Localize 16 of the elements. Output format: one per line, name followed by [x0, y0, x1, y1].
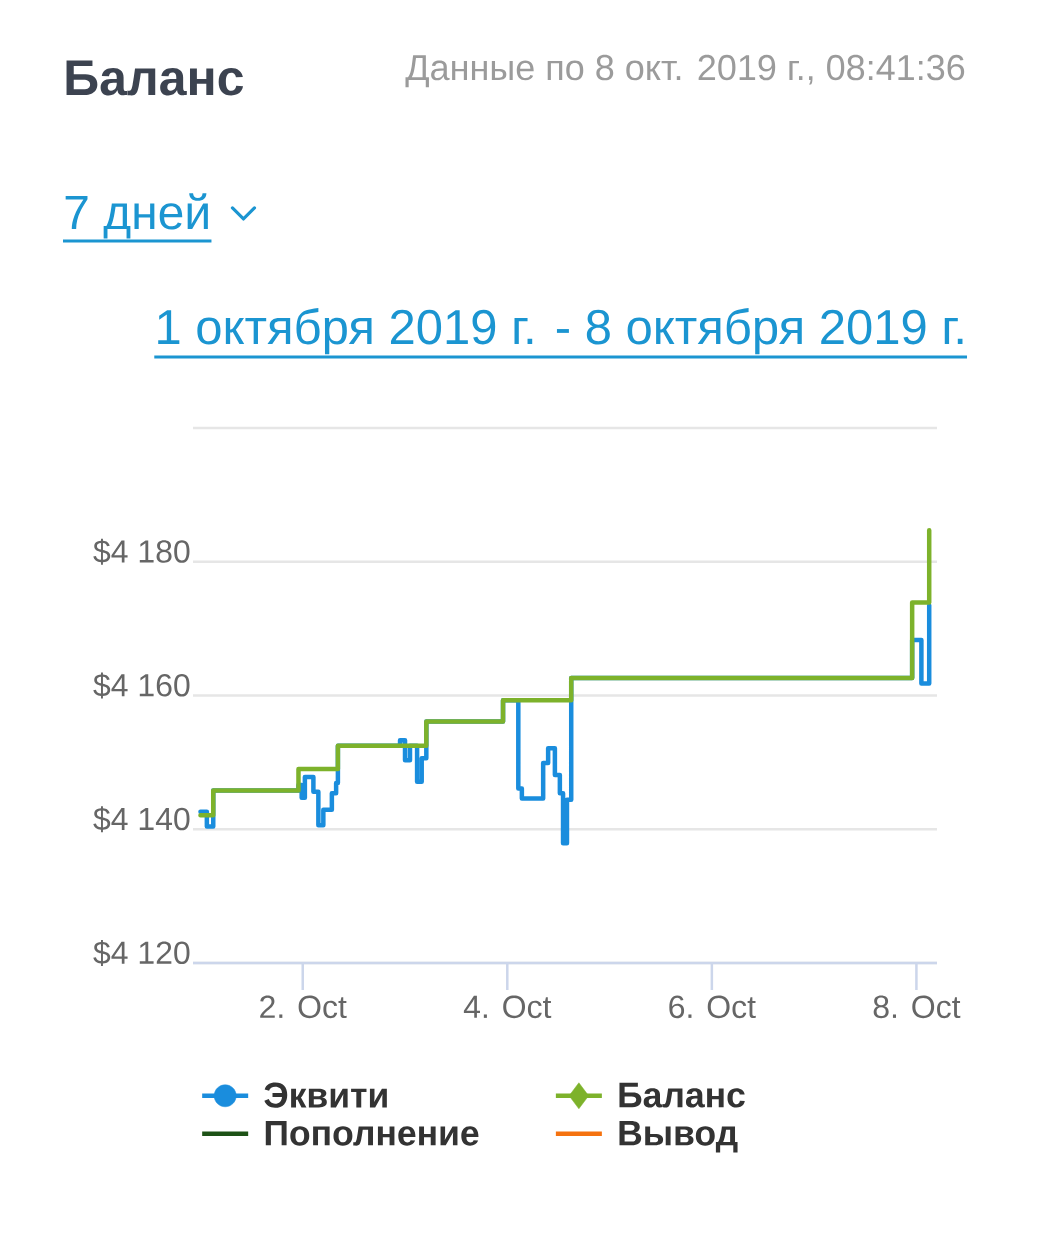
- x-tick-label: 8. Oct: [873, 995, 961, 1019]
- text: 7 дней: [65, 193, 208, 239]
- x-tick-label: 4. Oct: [463, 995, 552, 1019]
- y-tick-label: $4 180: [93, 538, 190, 565]
- legend-label: Пополнение: [265, 1120, 479, 1146]
- chart-subtitle: Данные по 8 окт. 2019 г., 08:41:36: [405, 54, 965, 88]
- y-tick-label: $4 140: [93, 806, 190, 833]
- x-tick-label: 2. Oct: [260, 995, 347, 1019]
- legend-label: Баланс: [619, 1082, 745, 1108]
- y-tick-label: $4 160: [93, 672, 190, 699]
- y-tick-label: $4 120: [93, 940, 190, 966]
- legend-label: Вывод: [619, 1120, 738, 1153]
- chart-title: Баланс: [66, 60, 244, 96]
- x-tick-label: 6. Oct: [669, 995, 756, 1019]
- text: 1 октября 2019 г. - 8 октября 2019 г.: [158, 308, 963, 355]
- legend-label: Эквити: [264, 1082, 387, 1108]
